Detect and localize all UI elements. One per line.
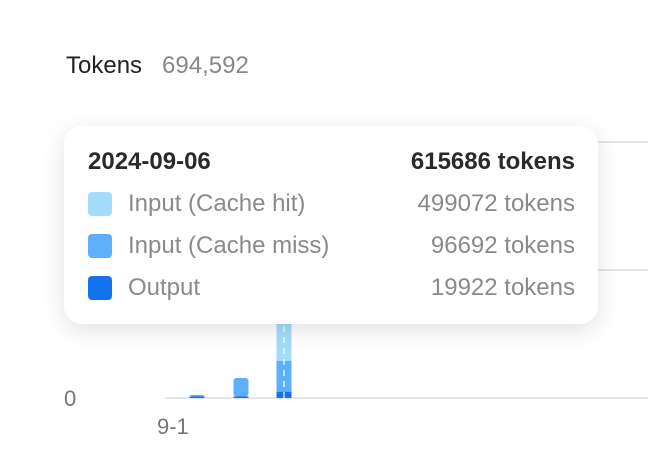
- legend-swatch-icon: [88, 234, 112, 258]
- legend-swatch-icon: [88, 192, 112, 216]
- x-tick-label: 9-1: [157, 414, 189, 439]
- bar-segment: [276, 360, 292, 392]
- tooltip-row-cache-hit: Input (Cache hit) 499072 tokens: [88, 190, 575, 218]
- tooltip-header: 2024-09-06 615686 tokens: [88, 148, 575, 176]
- y-tick-label: 0: [64, 386, 77, 411]
- chart-header: Tokens 694,592: [66, 52, 249, 80]
- tooltip-row-output: Output 19922 tokens: [88, 274, 575, 302]
- bar-segment: [189, 396, 205, 398]
- series-value: 96692 tokens: [430, 232, 575, 259]
- series-value: 499072 tokens: [417, 190, 575, 217]
- bar-segment: [189, 395, 205, 397]
- series-label: Input (Cache miss): [128, 232, 330, 259]
- tooltip-row-cache-miss: Input (Cache miss) 96692 tokens: [88, 232, 575, 260]
- series-label: Input (Cache hit): [128, 190, 306, 217]
- chart-tooltip: 2024-09-06 615686 tokens Input (Cache hi…: [64, 126, 598, 324]
- total-tokens: 694,592: [162, 52, 249, 79]
- bar-segment: [233, 377, 249, 397]
- chart-title: Tokens: [66, 52, 143, 79]
- bar-segment: [233, 396, 249, 398]
- series-value: 19922 tokens: [430, 274, 575, 301]
- tooltip-date: 2024-09-06: [88, 148, 211, 175]
- tooltip-total: 615686 tokens: [410, 148, 575, 175]
- series-label: Output: [128, 274, 201, 301]
- legend-swatch-icon: [88, 276, 112, 300]
